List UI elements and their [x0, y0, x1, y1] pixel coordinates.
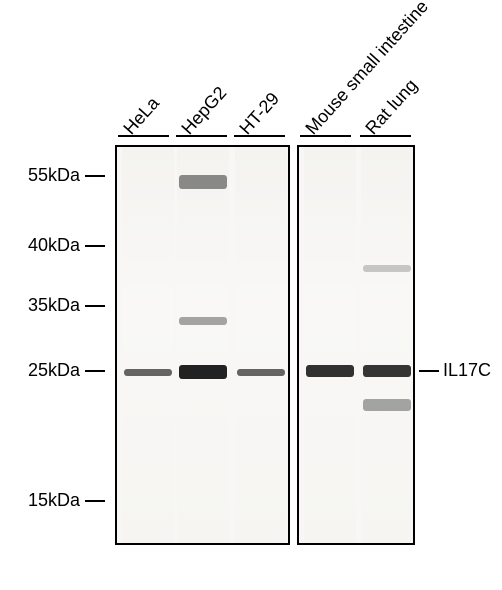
lane-labels: HeLa HepG2 HT-29 Mouse small intestine R…: [0, 0, 502, 140]
target-label-il17c: IL17C: [443, 360, 491, 381]
blot-panel-left: [115, 145, 290, 545]
lane-label-rat: Rat lung: [361, 75, 421, 139]
lane-underline-ht29: [234, 135, 285, 137]
band-rat-38: [363, 265, 411, 272]
band-hepg2-55: [179, 175, 227, 189]
mw-label-35: 35kDa: [0, 295, 80, 316]
mw-tick-15: [85, 500, 105, 502]
lane-underline-mouse: [300, 135, 351, 137]
lane-label-hepg2: HepG2: [177, 83, 231, 139]
mw-label-15: 15kDa: [0, 490, 80, 511]
lane-ht29: [235, 147, 287, 543]
lane-label-ht29: HT-29: [235, 89, 283, 139]
western-blot-figure: 55kDa 40kDa 35kDa 25kDa 15kDa HeLa HepG2…: [0, 0, 502, 590]
band-hepg2-30: [179, 317, 227, 325]
band-hela-25: [124, 369, 172, 376]
band-rat-25: [363, 365, 411, 377]
mw-label-25: 25kDa: [0, 360, 80, 381]
mw-tick-55: [85, 175, 105, 177]
mw-label-55: 55kDa: [0, 165, 80, 186]
lane-underline-rat: [360, 135, 411, 137]
blot-panel-right: [297, 145, 415, 545]
lane-hela: [122, 147, 174, 543]
mw-tick-40: [85, 245, 105, 247]
band-rat-22: [363, 399, 411, 411]
lane-mouse: [304, 147, 356, 543]
band-hepg2-25: [179, 365, 227, 379]
target-tick-il17c: [419, 370, 439, 372]
lane-label-hela: HeLa: [119, 93, 163, 139]
lane-hepg2: [177, 147, 229, 543]
mw-label-40: 40kDa: [0, 235, 80, 256]
mw-tick-35: [85, 305, 105, 307]
mw-tick-25: [85, 370, 105, 372]
lane-underline-hela: [118, 135, 169, 137]
lane-underline-hepg2: [176, 135, 227, 137]
band-ht29-25: [237, 369, 285, 376]
lane-rat: [361, 147, 413, 543]
band-mouse-25: [306, 365, 354, 377]
